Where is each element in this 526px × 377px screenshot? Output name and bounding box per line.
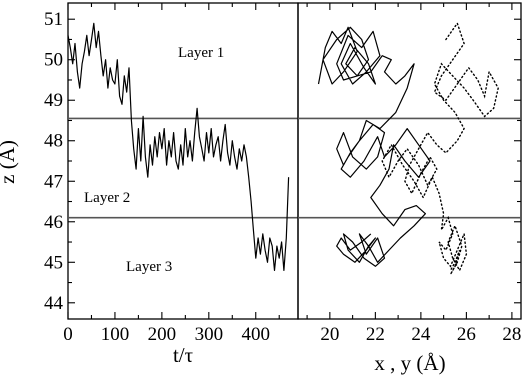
y-tick-label: 49: [44, 90, 63, 111]
layer-annotations: Layer 1 Layer 2 Layer 3: [84, 45, 224, 275]
x-tick-label: 200: [148, 324, 177, 345]
layer-label: Layer 3: [126, 259, 172, 275]
right-panel: 20 22 24 26 28: [297, 2, 522, 345]
y-tick-label: 45: [44, 252, 63, 273]
y-tick-label: 46: [44, 212, 63, 233]
y-tick-label: 48: [44, 131, 63, 152]
y-axis-label: z (Å): [0, 140, 19, 184]
left-layer-boundaries: [68, 117, 298, 219]
x-tick-label: 26: [457, 324, 476, 345]
right-panel-frame: [297, 2, 522, 320]
right-layer-boundaries: [298, 117, 521, 219]
x-tick-label: 100: [101, 324, 130, 345]
y-tick-label: 47: [44, 171, 63, 192]
x-tick-label: 20: [320, 324, 339, 345]
layer-label: Layer 1: [178, 45, 224, 61]
x-tick-label: 24: [411, 324, 431, 345]
x-trajectory-line: [317, 26, 431, 267]
y-tick-label: 50: [44, 50, 63, 71]
left-tick-labels: 44 45 46 47 48 49 50 51 0 100 200 300 400: [44, 9, 270, 345]
right-tick-labels: 20 22 24 26 28: [320, 324, 521, 345]
x-tick-label: 28: [502, 324, 521, 345]
x-tick-label: 22: [366, 324, 385, 345]
right-x-axis-label: x , y (Å): [374, 351, 445, 375]
y-trajectory-line: [381, 21, 499, 275]
y-tick-label: 44: [44, 293, 64, 314]
x-tick-label: 400: [242, 324, 271, 345]
left-series: [67, 22, 290, 271]
z-trajectory-line: [67, 22, 290, 271]
left-tick-marks: [67, 3, 280, 319]
left-x-axis-label: t/τ: [173, 343, 193, 367]
layer-label: Layer 2: [84, 190, 130, 206]
right-series: [317, 21, 499, 275]
x-tick-label: 300: [195, 324, 224, 345]
right-tick-marks: [306, 3, 521, 319]
x-tick-label: 0: [63, 324, 73, 345]
y-tick-label: 51: [44, 9, 63, 30]
